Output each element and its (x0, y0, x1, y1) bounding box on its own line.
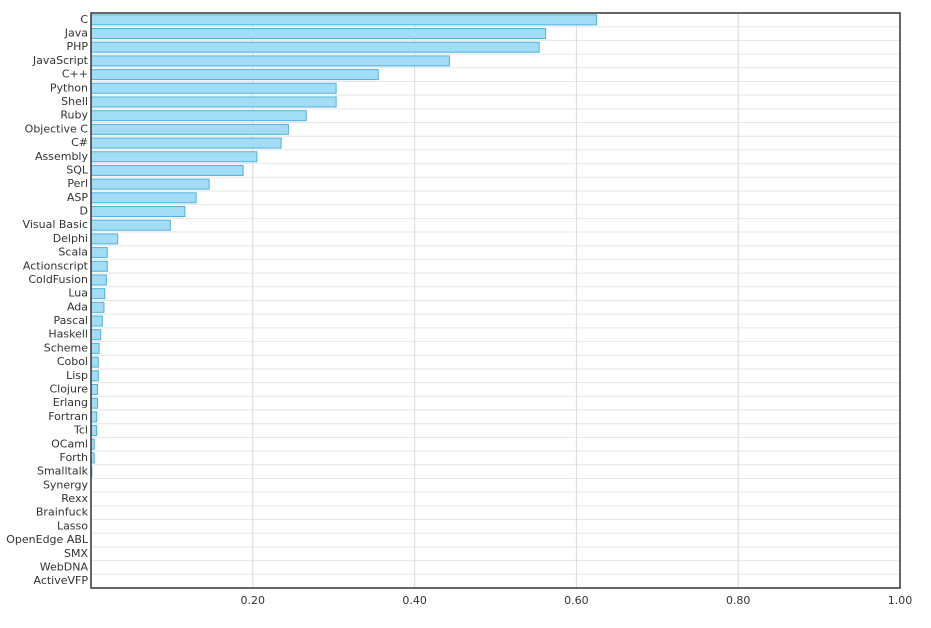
bar (90, 356, 99, 368)
y-tick-label: C++ (62, 68, 88, 81)
y-tick-label: C (80, 13, 88, 26)
y-tick-label: Cobol (57, 355, 88, 368)
y-tick-label: Erlang (53, 396, 88, 409)
bar (90, 41, 540, 53)
y-tick-label: OCaml (51, 437, 88, 450)
y-tick-label: Lasso (57, 519, 88, 532)
y-tick-label: Rexx (61, 492, 88, 505)
y-tick-label: SQL (66, 163, 89, 176)
y-tick-label: Shell (61, 95, 88, 108)
bar (90, 301, 105, 313)
y-tick-label: OpenEdge ABL (6, 533, 89, 546)
y-tick-label: Smalltalk (37, 465, 89, 478)
bar (90, 206, 186, 218)
y-tick-label: ASP (67, 191, 89, 204)
bar (90, 219, 171, 231)
x-tick-label: 0.80 (726, 594, 751, 607)
y-tick-label: Synergy (43, 478, 89, 491)
bar (90, 178, 210, 190)
bar (90, 164, 244, 176)
bar (90, 55, 450, 67)
y-tick-label: PHP (66, 40, 88, 53)
bar (90, 274, 107, 286)
y-tick-label: SMX (64, 547, 88, 560)
y-tick-label: D (80, 205, 88, 218)
x-tick-label: 1.00 (888, 594, 913, 607)
bar (90, 370, 99, 382)
bar (90, 411, 98, 423)
y-tick-label: JavaScript (32, 54, 89, 67)
y-tick-label: Scheme (44, 341, 88, 354)
bar (90, 137, 282, 149)
y-tick-label: Fortran (48, 410, 88, 423)
y-tick-label: Forth (60, 451, 89, 464)
y-tick-label: ColdFusion (28, 273, 88, 286)
x-tick-label: 0.20 (241, 594, 266, 607)
bar (90, 151, 258, 163)
bar (90, 383, 98, 395)
y-tick-label: Ruby (60, 109, 88, 122)
y-tick-label: Python (50, 81, 88, 94)
y-tick-label: Java (64, 27, 88, 40)
y-tick-label: Actionscript (23, 259, 89, 272)
bar (90, 315, 103, 327)
bar (90, 82, 337, 94)
bar (90, 233, 119, 245)
x-tick-label: 0.40 (402, 594, 427, 607)
y-tick-label: Ada (67, 300, 88, 313)
bar (90, 123, 289, 135)
y-tick-label: ActiveVFP (33, 574, 88, 587)
y-tick-label: Lua (68, 287, 88, 300)
bar (90, 69, 379, 81)
y-tick-label: Assembly (35, 150, 89, 163)
y-tick-label: Lisp (66, 369, 88, 382)
y-tick-label: Brainfuck (36, 506, 89, 519)
bar (90, 329, 102, 341)
x-tick-label: 0.60 (564, 594, 589, 607)
bar (90, 425, 98, 437)
y-tick-label: Clojure (49, 382, 88, 395)
bar (90, 342, 100, 354)
y-tick-label: Tcl (73, 424, 88, 437)
y-tick-label: Visual Basic (23, 218, 88, 231)
bar (90, 397, 98, 409)
y-tick-label: C# (71, 136, 88, 149)
y-tick-label: Delphi (53, 232, 88, 245)
y-tick-label: Objective C (25, 122, 89, 135)
bar (90, 96, 337, 108)
y-tick-label: Scala (58, 246, 88, 259)
bar (90, 192, 197, 204)
plot-frame (90, 12, 901, 589)
bar (90, 110, 307, 122)
bar (90, 28, 547, 40)
y-tick-label: Haskell (48, 328, 88, 341)
bar (90, 260, 108, 272)
bar (90, 247, 108, 259)
bar (90, 14, 598, 26)
y-tick-label: WebDNA (40, 560, 89, 573)
bar (90, 288, 106, 300)
y-tick-label: Pascal (54, 314, 88, 327)
y-tick-label: Perl (67, 177, 88, 190)
